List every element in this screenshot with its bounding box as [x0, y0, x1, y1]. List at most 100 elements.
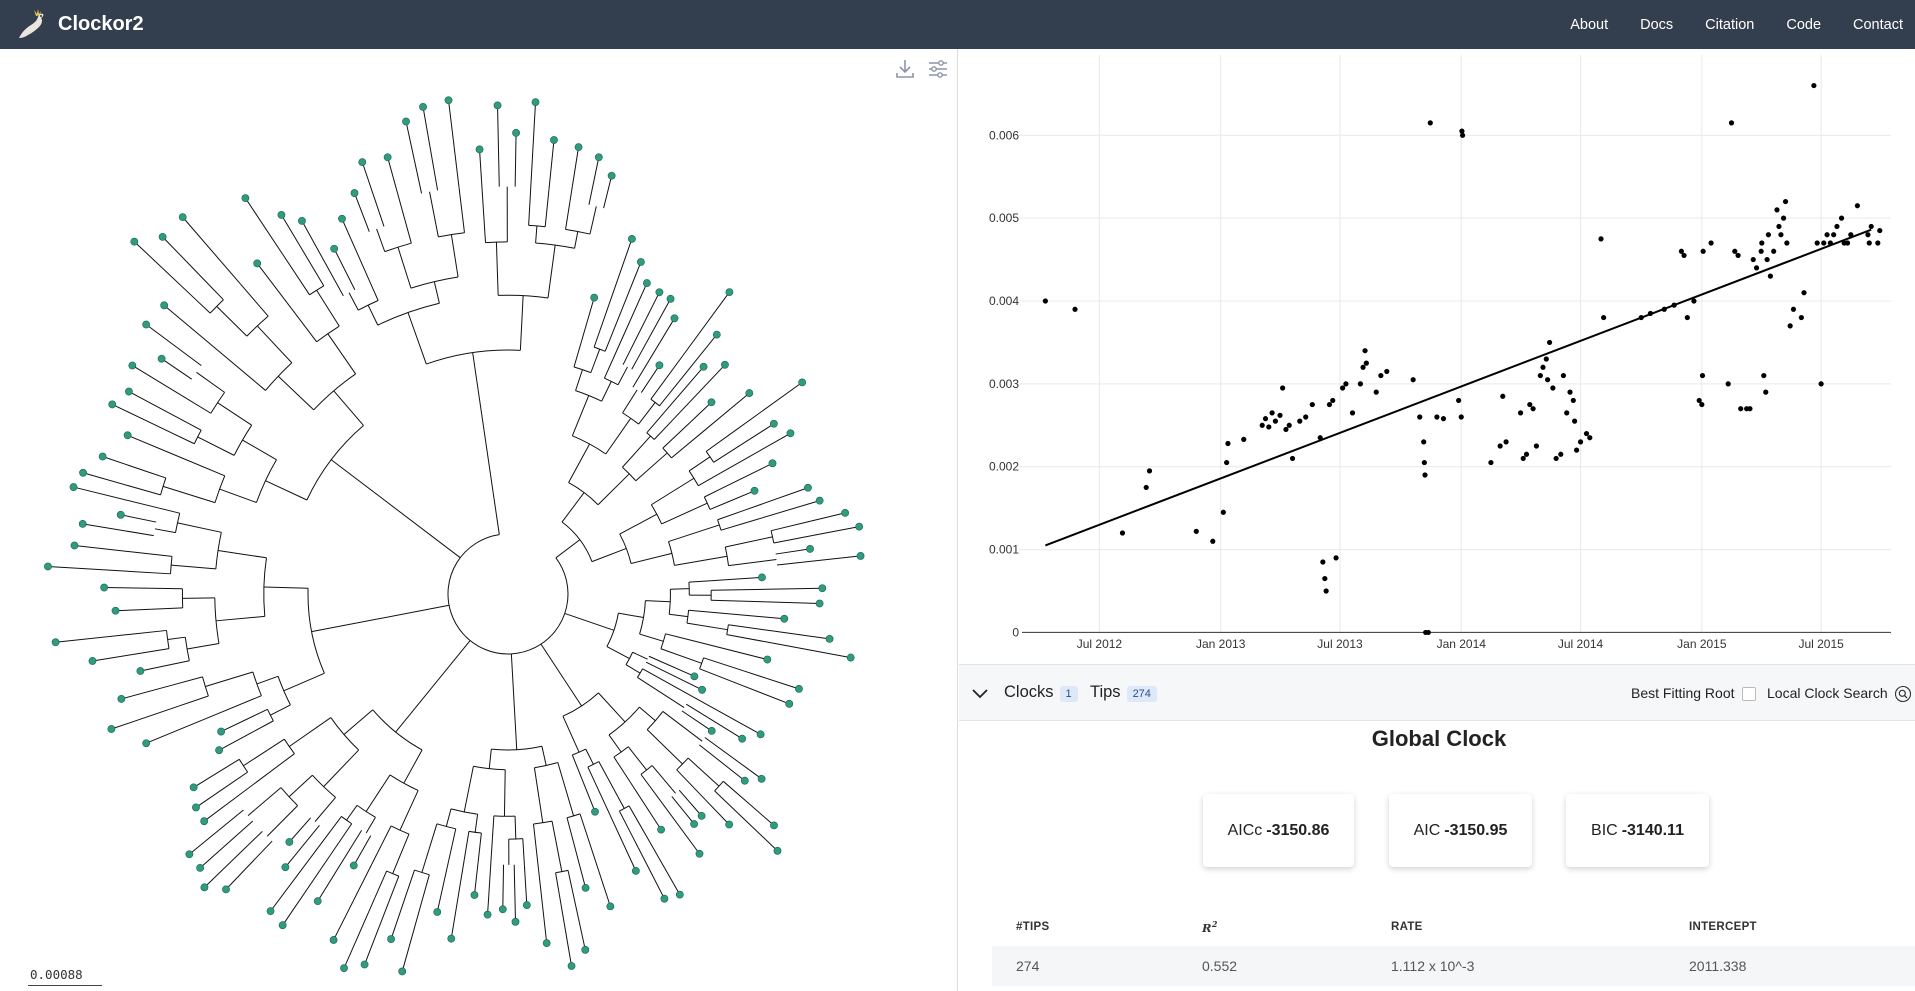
tree-tip — [444, 96, 453, 105]
tree-branch — [774, 630, 830, 640]
tree-branch — [196, 371, 225, 393]
tree-branch — [648, 655, 695, 677]
phylogenetic-tree[interactable] — [0, 49, 958, 991]
tree-branch — [514, 132, 517, 187]
data-point — [1266, 424, 1272, 430]
tree-tip — [142, 320, 151, 329]
tree-branch — [256, 325, 293, 364]
tree-tip — [763, 655, 772, 664]
tree-tip — [136, 667, 145, 675]
tree-tip — [281, 863, 290, 872]
data-point — [1373, 389, 1379, 395]
nav-contact[interactable]: Contact — [1853, 16, 1903, 33]
tree-tip — [795, 684, 803, 693]
tree-tip — [78, 519, 87, 528]
tree-tip — [769, 419, 778, 428]
tree-branch — [288, 774, 313, 798]
tree-branch — [573, 841, 587, 888]
tree-branch — [311, 604, 450, 633]
x-tick-label: Jul 2012 — [1077, 637, 1123, 651]
tree-branch — [775, 548, 811, 555]
data-point — [1583, 430, 1590, 437]
tree-branch — [728, 559, 777, 567]
data-point — [1661, 306, 1667, 312]
tree-branch — [407, 312, 427, 365]
tree-tip — [856, 552, 865, 560]
tree-branch — [711, 599, 767, 603]
tree-tip — [697, 811, 706, 820]
tree-branch — [314, 797, 336, 822]
tree-branch — [653, 419, 673, 440]
data-point — [1811, 82, 1817, 89]
root-to-tip-scatter-chart[interactable]: Jul 2012 Jan 2013 Jul 2013 Jan 2014 Jul 2014… — [959, 49, 1915, 664]
nav-code[interactable]: Code — [1786, 16, 1822, 33]
tree-branch — [613, 756, 631, 783]
tree-root-arc — [447, 534, 569, 655]
tree-branch — [280, 214, 300, 245]
aicc-card: AICc -3150.86 — [1203, 794, 1354, 867]
tree-tip — [655, 361, 664, 370]
tree-branch — [128, 391, 179, 419]
data-point — [1224, 459, 1230, 466]
y-tick-label: 0.004 — [989, 294, 1019, 308]
data-point — [1262, 416, 1269, 422]
nav-about[interactable]: About — [1570, 16, 1609, 33]
tree-branch — [395, 640, 471, 733]
tree-branch — [671, 796, 695, 825]
nav-citation[interactable]: Citation — [1705, 16, 1755, 33]
chevron-down-icon[interactable] — [971, 685, 989, 703]
tree-tip — [750, 486, 759, 495]
tree-branch — [195, 784, 230, 808]
download-icon[interactable] — [893, 57, 917, 81]
tree-branch — [587, 766, 611, 816]
tree-branch — [503, 769, 506, 817]
data-point — [1708, 240, 1714, 246]
tree-tip — [670, 314, 679, 323]
data-point — [1322, 575, 1328, 582]
tree-branch — [639, 706, 656, 722]
header-r-squared-exponent: 2 — [1211, 919, 1218, 930]
data-point — [1363, 360, 1369, 366]
cell-tips: 274 — [1016, 958, 1040, 974]
data-point — [1577, 439, 1584, 445]
local-clock-search-option[interactable]: Local Clock Search — [1767, 685, 1912, 703]
tree-branch — [557, 762, 575, 817]
tree-branch — [650, 354, 684, 400]
data-point — [1553, 455, 1559, 462]
tree-branch — [255, 753, 295, 784]
data-point — [1765, 232, 1772, 238]
search-icon[interactable] — [1894, 685, 1912, 703]
tree-branch — [104, 587, 151, 589]
nav-docs[interactable]: Docs — [1640, 16, 1674, 33]
tree-branch — [690, 695, 761, 735]
brand[interactable]: Clockor2 — [14, 8, 144, 42]
tree-branch — [530, 102, 537, 188]
tree-branch — [256, 675, 279, 685]
tree-tip — [725, 288, 734, 297]
sliders-icon[interactable] — [926, 57, 950, 81]
tree-tip — [402, 117, 410, 126]
data-point — [1801, 290, 1807, 296]
clocks-tab[interactable]: Clocks 1 — [1004, 683, 1078, 702]
tree-branch — [316, 289, 340, 327]
tree-tip — [550, 136, 558, 144]
tree-branch — [436, 878, 446, 913]
tree-branch — [288, 717, 332, 747]
tree-tip — [643, 279, 651, 287]
tree-branch — [433, 281, 440, 304]
best-fitting-root-checkbox[interactable] — [1741, 686, 1756, 701]
tree-branch — [205, 671, 254, 687]
tree-branch — [154, 528, 176, 534]
table-header-row: #TIPS R2 RATE INTERCEPT — [992, 908, 1915, 946]
tips-tab[interactable]: Tips 274 — [1090, 683, 1157, 702]
tree-branch — [686, 622, 728, 631]
tree-branch — [330, 459, 461, 559]
best-fitting-root-option[interactable]: Best Fitting Root — [1631, 685, 1756, 703]
data-point — [1782, 198, 1789, 205]
phylogenetic-tree-panel: 0.00088 — [0, 49, 958, 991]
tree-branch — [645, 600, 671, 603]
tree-branch — [510, 653, 518, 750]
tree-branch — [519, 295, 524, 351]
data-point — [1877, 227, 1883, 234]
tree-branch — [555, 872, 560, 892]
